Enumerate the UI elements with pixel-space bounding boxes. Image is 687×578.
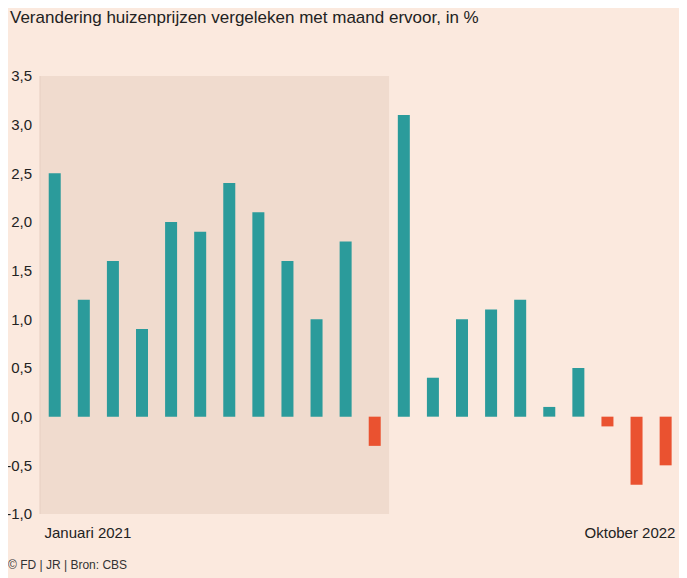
html-text:Verandering huizenprijzen verg: Verandering huizenprijzen vergeleken met… (10, 8, 479, 27)
svg-text:Januari 2021: Januari 2021 (45, 524, 132, 541)
svg-text:Oktober 2022: Oktober 2022 (585, 524, 676, 541)
svg-text:3,5: 3,5 (11, 67, 32, 84)
svg-text:0,5: 0,5 (11, 359, 32, 376)
svg-text:1,0: 1,0 (11, 311, 32, 328)
svg-text:2,0: 2,0 (11, 213, 32, 230)
svg-text:2,5: 2,5 (11, 165, 32, 182)
svg-text:1,5: 1,5 (11, 262, 32, 279)
svg-text:0,0: 0,0 (11, 408, 32, 425)
svg-text:-0,5: -0,5 (8, 457, 32, 474)
svg-text:3,0: 3,0 (11, 116, 32, 133)
html-text:© FD | JR | Bron: CBS: © FD | JR | Bron: CBS (8, 558, 128, 572)
svg-text:-1,0: -1,0 (8, 505, 32, 522)
